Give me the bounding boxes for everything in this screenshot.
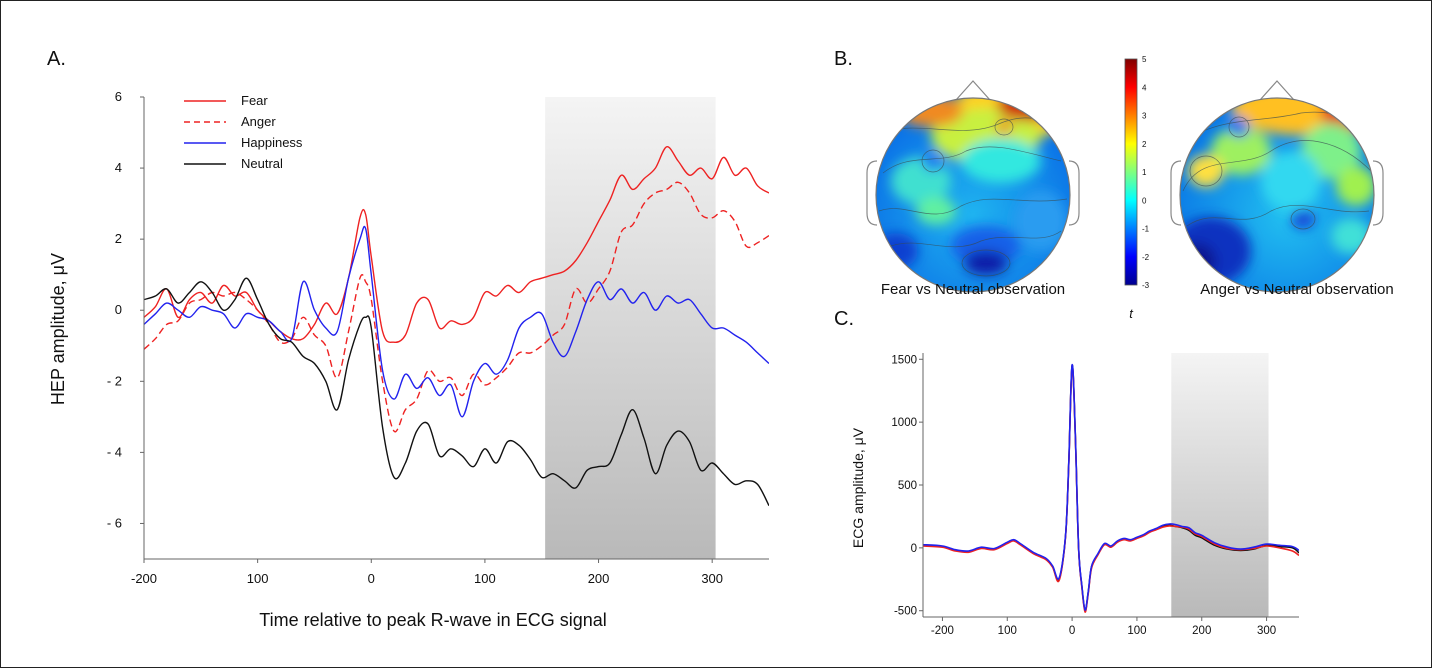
colorbar: 5 4 3 2 1 0 -1 -2 -3 t	[1124, 55, 1150, 321]
topomap-anger-caption: Anger vs Neutral observation	[1200, 281, 1393, 298]
panel-a-y-ticks: 6 4 2 0 - 2 - 4 - 6	[107, 89, 144, 530]
colorbar-ticks: 5 4 3 2 1 0 -1 -2 -3	[1142, 55, 1150, 290]
panel-a-analysis-window	[545, 97, 716, 559]
x-tick-label: 0	[1069, 625, 1075, 637]
panel-b-letter: B.	[834, 48, 853, 70]
x-tick-label: 200	[588, 571, 610, 586]
panel-c-y-ticks: 1500 1000 500 0 -500	[891, 354, 923, 618]
y-tick-label: 0	[911, 543, 917, 555]
colorbar-tick-label: -1	[1142, 225, 1150, 234]
series-line-a-fear	[144, 146, 769, 344]
panel-b-topography: B.	[834, 48, 1394, 321]
y-tick-label: 4	[115, 160, 122, 175]
y-tick-label: - 4	[107, 444, 122, 459]
x-tick-label: 100	[474, 571, 496, 586]
colorbar-tick-label: 3	[1142, 112, 1147, 121]
topomap-fear-caption: Fear vs Neutral observation	[881, 281, 1065, 298]
panel-a-x-axis-title: Time relative to peak R-wave in ECG sign…	[259, 610, 606, 630]
colorbar-tick-label: 2	[1142, 140, 1147, 149]
x-tick-label: 0	[368, 571, 375, 586]
y-tick-label: - 2	[107, 373, 122, 388]
nose-left	[954, 80, 992, 101]
series-line-a-neutral	[144, 277, 769, 507]
heatmap-anger	[1180, 98, 1374, 292]
legend-label-anger: Anger	[241, 114, 276, 129]
topomap-anger: Anger vs Neutral observation	[1170, 80, 1394, 298]
series-line-a-happiness	[144, 225, 769, 418]
x-tick-label: 300	[1257, 625, 1276, 637]
head-outline-right	[1179, 97, 1375, 293]
y-tick-label: 500	[898, 480, 917, 492]
ear-left-a	[866, 160, 878, 226]
panel-a-letter: A.	[47, 48, 66, 70]
ear-left-b	[1068, 160, 1080, 226]
head-outline-left	[875, 97, 1071, 293]
series-line-a-anger	[144, 181, 769, 433]
x-tick-label: 100	[1127, 625, 1146, 637]
colorbar-label: t	[1129, 306, 1134, 321]
y-tick-label: -500	[894, 606, 917, 618]
ear-right-a	[1170, 160, 1182, 226]
panel-c-letter: C.	[834, 308, 854, 330]
colorbar-tick-label: 5	[1142, 55, 1147, 64]
y-tick-label: 1500	[891, 354, 917, 366]
colorbar-tick-label: -3	[1142, 281, 1150, 290]
topomap-fear: Fear vs Neutral observation	[866, 80, 1080, 298]
colorbar-tick-label: 0	[1142, 196, 1147, 205]
panel-a-x-ticks: -200 100 0 100 200 300	[131, 559, 723, 586]
y-tick-label: 6	[115, 89, 122, 104]
ear-right-b	[1372, 160, 1384, 226]
panel-a-hep-chart: A. 6 4 2 0 - 2 - 4 - 6 -200 100 0 100 200 300 HEP a…	[47, 48, 769, 630]
nose-right	[1258, 80, 1296, 101]
x-tick-label: 300	[701, 571, 723, 586]
panel-a-series-lines	[144, 146, 769, 507]
x-tick-label: 100	[998, 625, 1017, 637]
legend-label-neutral: Neutral	[241, 156, 283, 171]
colorbar-gradient	[1124, 58, 1138, 286]
series-line-c-2	[923, 364, 1299, 611]
x-tick-label: 100	[247, 571, 269, 586]
x-tick-label: 200	[1192, 625, 1211, 637]
x-tick-label: -200	[931, 625, 954, 637]
panel-c-x-ticks: -200 100 0 100 200 300	[931, 617, 1276, 637]
panel-a-legend: Fear Anger Happiness Neutral	[184, 93, 303, 171]
y-tick-label: - 6	[107, 515, 122, 530]
colorbar-tick-label: -2	[1142, 253, 1150, 262]
colorbar-tick-label: 4	[1142, 83, 1147, 92]
panel-c-y-axis-title: ECG amplitude, μV	[850, 427, 866, 548]
x-tick-label: -200	[131, 571, 157, 586]
panel-a-y-axis-title: HEP amplitude, μV	[48, 253, 68, 405]
y-tick-label: 0	[115, 302, 122, 317]
y-tick-label: 2	[115, 231, 122, 246]
panel-c-series-lines	[923, 364, 1299, 613]
y-tick-label: 1000	[891, 417, 917, 429]
legend-label-happiness: Happiness	[241, 135, 303, 150]
panel-c-analysis-window	[1171, 353, 1269, 617]
colorbar-tick-label: 1	[1142, 168, 1147, 177]
legend-label-fear: Fear	[241, 93, 268, 108]
